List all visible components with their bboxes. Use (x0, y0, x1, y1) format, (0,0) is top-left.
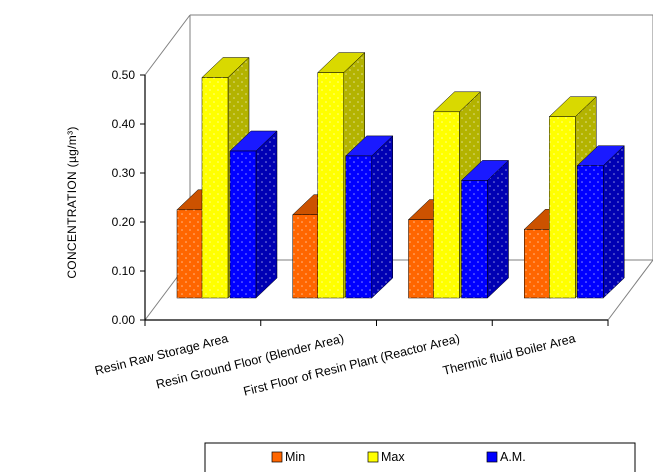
legend-swatch (367, 451, 379, 463)
legend: Min Max A.M. (204, 442, 636, 472)
bar-front-texture (408, 219, 435, 298)
bar-front-texture (317, 72, 344, 298)
x-category-label: Thermic fluid Boiler Area (441, 331, 577, 378)
y-tick-label: 0.50 (112, 68, 136, 82)
y-tick-label: 0.30 (112, 166, 136, 180)
bar-am-3 (460, 159, 510, 299)
y-tick-label: 0.20 (112, 215, 136, 229)
legend-label: Min (285, 450, 305, 464)
y-tick-label: 0.00 (112, 313, 136, 327)
x-category-label: First Floor of Resin Plant (Reactor Area… (242, 331, 461, 398)
legend-box (204, 442, 636, 472)
legend-label: A.M. (500, 450, 526, 464)
bar-side-texture (371, 135, 393, 298)
bar-front-texture (202, 77, 228, 298)
y-tick-label: 0.40 (112, 117, 136, 131)
legend-swatch (486, 451, 498, 463)
bar-side-texture (256, 131, 277, 298)
bar-front-texture (345, 155, 372, 298)
back-wall-edge (190, 14, 653, 260)
bar-am-1 (229, 130, 278, 299)
bar-front-texture (577, 165, 604, 298)
bar-front-texture (230, 151, 256, 298)
bar-front-texture (177, 209, 203, 298)
bar-front-texture (461, 180, 488, 298)
bar-am-4 (576, 145, 625, 299)
floor-right-edge (607, 259, 653, 321)
bar-front-texture (433, 111, 460, 298)
bar-side-texture (603, 145, 625, 298)
bar-front-texture (292, 214, 319, 298)
side-top-edge (144, 14, 191, 76)
legend-swatch (271, 451, 283, 463)
y-axis-title: CONCENTRATION (µg/m³) (65, 126, 79, 278)
bar-front-texture (524, 229, 551, 298)
bar-am-2 (345, 135, 394, 299)
legend-label: Max (381, 450, 405, 464)
bar-side-texture (487, 160, 509, 298)
bar-front-texture (549, 116, 576, 298)
y-tick-label: 0.10 (112, 264, 136, 278)
bars (176, 52, 625, 299)
